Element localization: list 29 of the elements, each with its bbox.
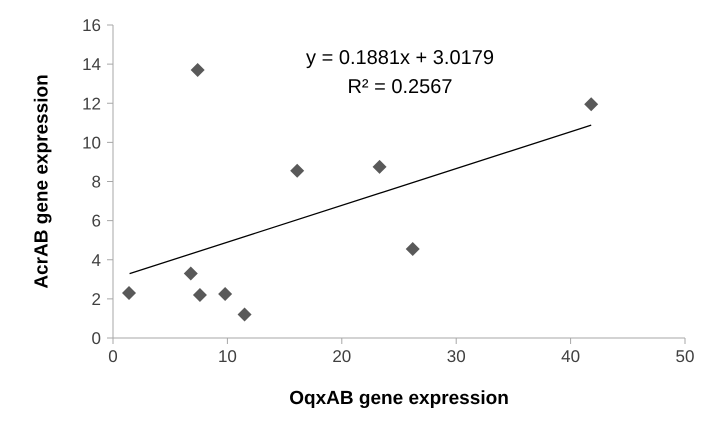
annotation: R² = 0.2567: [346, 76, 454, 99]
x-axis-title: OqxAB gene expression: [289, 388, 509, 409]
y-tick-label: 16: [82, 16, 101, 36]
y-tick-label: 4: [92, 250, 101, 270]
x-tick-label: 30: [446, 347, 466, 366]
y-tick-label: 14: [82, 55, 101, 74]
point: [584, 97, 598, 112]
x-tick-label: 50: [676, 347, 694, 366]
y-tick-label: 6: [92, 212, 101, 231]
point: [238, 308, 252, 322]
point: [290, 164, 304, 178]
point: [122, 286, 136, 300]
y-tick-label: 12: [82, 94, 101, 114]
x-tick-label: 0: [108, 347, 118, 366]
x-tick-label: 40: [561, 347, 580, 366]
y-axis-title: AcrAB gene expression: [32, 74, 53, 289]
point: [406, 242, 420, 256]
point: [190, 62, 205, 77]
y-tick-label: 2: [92, 290, 101, 309]
annotation: y = 0.1881x + 3.0179: [305, 47, 495, 70]
point: [218, 286, 232, 301]
point: [184, 266, 198, 280]
y-tick-label: 0: [92, 329, 101, 348]
y-tick-label: 8: [92, 172, 101, 192]
point: [372, 160, 387, 174]
x-tick-label: 20: [332, 347, 352, 366]
point: [192, 288, 207, 302]
y-tick-label: 10: [82, 133, 101, 152]
x-tick-label: 10: [218, 347, 237, 366]
